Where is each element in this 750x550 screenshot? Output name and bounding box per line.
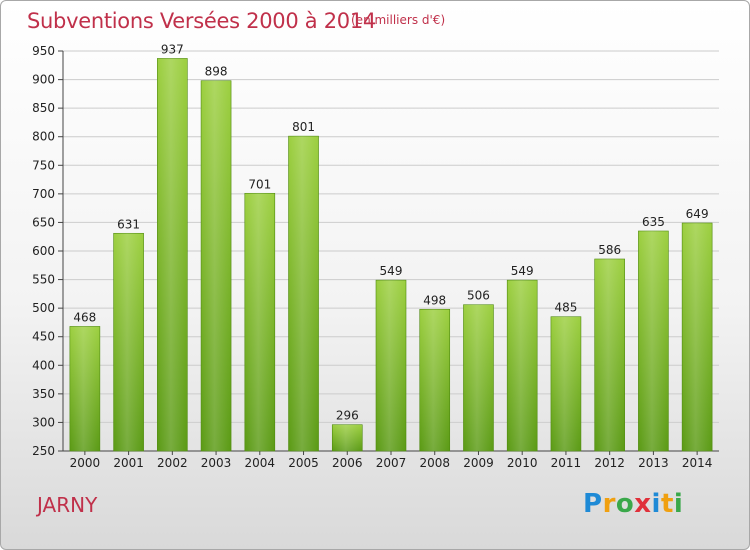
bar-highlight [157,58,188,452]
x-tick-label: 2002 [157,456,188,470]
y-tick-label: 400 [32,358,55,372]
value-label: 801 [292,120,315,134]
bars [69,58,713,452]
x-tick-label: 2014 [682,456,713,470]
x-tick-label: 2004 [245,456,276,470]
bar-highlight [376,280,406,451]
y-tick-label: 550 [32,273,55,287]
value-label: 586 [598,243,621,257]
value-label: 549 [511,264,534,278]
x-tick-label: 2001 [113,456,144,470]
x-tick-label: 2008 [419,456,450,470]
value-label: 635 [642,215,665,229]
x-tick-label: 2003 [201,456,232,470]
logo-letter: r [602,489,616,519]
bar-highlight [201,80,232,451]
bar-highlight [69,326,100,451]
bar-highlight [419,309,450,451]
x-tick-label: 2013 [638,456,669,470]
y-tick-label: 900 [32,73,55,87]
x-tick-label: 2012 [594,456,625,470]
bar-highlight [638,231,669,451]
value-label: 485 [554,301,577,315]
y-tick-label: 850 [32,101,55,115]
y-tick-label: 800 [32,130,55,144]
y-tick-label: 500 [32,301,55,315]
x-tick-label: 2006 [332,456,363,470]
logo-letter: x [634,489,652,519]
logo-letter: o [615,489,635,519]
value-label: 468 [73,310,96,324]
y-tick-label: 600 [32,244,55,258]
bar-highlight [682,223,713,451]
value-label: 649 [686,207,709,221]
logo-letter: P [583,489,603,519]
y-tick-label: 350 [32,387,55,401]
bar-highlight [244,193,275,452]
value-label: 701 [248,177,271,191]
y-tick-label: 450 [32,330,55,344]
logo-letter: t [660,489,674,519]
bar-highlight [550,316,581,451]
bar-highlight [332,424,363,451]
x-tick-label: 2000 [70,456,101,470]
logo-letter: i [673,489,684,519]
y-tick-label: 750 [32,158,55,172]
x-tick-label: 2007 [376,456,407,470]
chart-title: Subventions Versées 2000 à 2014 [27,9,376,33]
logo-letter: i [651,489,661,519]
bar-highlight [463,304,494,451]
bar-highlight [507,280,538,451]
x-tick-label: 2010 [507,456,538,470]
x-tick-label: 2009 [463,456,494,470]
value-label: 898 [205,65,228,79]
x-tick-label: 2011 [551,456,582,470]
bar-highlight [594,259,625,451]
value-label: 937 [161,42,184,56]
y-tick-label: 650 [32,215,55,229]
value-label: 549 [380,264,403,278]
y-tick-label: 250 [32,444,55,458]
value-label: 631 [117,217,140,231]
y-tick-label: 950 [32,44,55,58]
bar-highlight [113,233,144,451]
value-label: 506 [467,289,490,303]
y-tick-label: 700 [32,187,55,201]
commune-name: JARNY [37,493,98,517]
y-tick-label: 300 [32,415,55,429]
proxiti-logo[interactable]: Proxiti [583,489,683,519]
value-label: 498 [423,293,446,307]
x-tick-label: 2005 [288,456,319,470]
bar-highlight [288,136,319,451]
labels: 250 300 350 400 450 500 550 600 650 700 750 800 850 9… [32,42,712,470]
value-label: 296 [336,409,359,423]
chart-subtitle: (en milliers d'€) [351,13,446,27]
